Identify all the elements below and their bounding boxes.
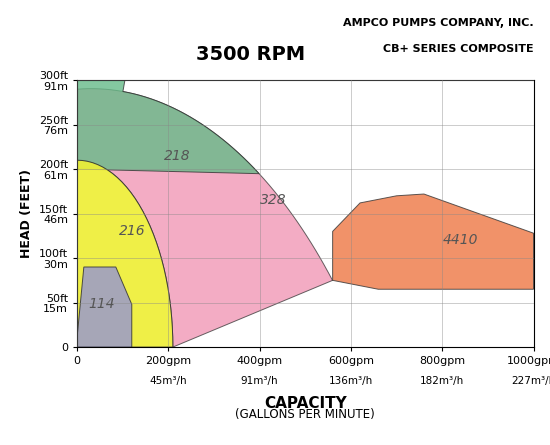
Text: 227m³/h: 227m³/h bbox=[512, 376, 550, 385]
Y-axis label: HEAD (FEET): HEAD (FEET) bbox=[20, 169, 33, 258]
Text: 216: 216 bbox=[118, 224, 145, 239]
Text: AMPCO PUMPS COMPANY, INC.: AMPCO PUMPS COMPANY, INC. bbox=[343, 18, 534, 28]
Text: 45m³/h: 45m³/h bbox=[150, 376, 187, 385]
Text: 114: 114 bbox=[89, 297, 115, 311]
Polygon shape bbox=[77, 267, 132, 347]
Text: 91m³/h: 91m³/h bbox=[241, 376, 278, 385]
Polygon shape bbox=[333, 194, 534, 289]
Text: 136m³/h: 136m³/h bbox=[329, 376, 373, 385]
Text: (GALLONS PER MINUTE): (GALLONS PER MINUTE) bbox=[235, 408, 375, 421]
Text: 4410: 4410 bbox=[443, 233, 478, 247]
Text: 218: 218 bbox=[164, 149, 191, 163]
Text: 3500 RPM: 3500 RPM bbox=[196, 45, 305, 64]
Polygon shape bbox=[77, 89, 333, 347]
Polygon shape bbox=[77, 80, 259, 174]
Text: CAPACITY: CAPACITY bbox=[264, 396, 346, 411]
Text: CB+ SERIES COMPOSITE: CB+ SERIES COMPOSITE bbox=[383, 44, 534, 54]
Polygon shape bbox=[77, 160, 173, 347]
Text: 182m³/h: 182m³/h bbox=[420, 376, 464, 385]
Text: 328: 328 bbox=[260, 193, 287, 207]
